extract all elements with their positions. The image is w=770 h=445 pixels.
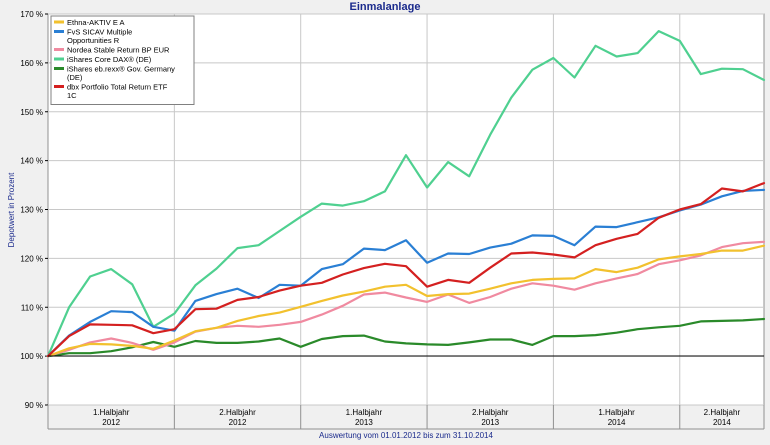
y-tick-label: 90 % [25, 401, 43, 410]
legend-entry: iShares eb.rexx® Gov. Germany [67, 65, 175, 74]
y-tick-label: 120 % [20, 254, 43, 263]
legend-entry: 1C [67, 91, 77, 100]
x-period-label: 1.Halbjahr [346, 408, 383, 417]
series-line-1 [46, 244, 766, 358]
x-period-label: 1.Halbjahr [598, 408, 635, 417]
y-axis: 90 % 100 % 110 % 120 % 130 % 140 % 150 % 160 % 1… [20, 10, 48, 410]
x-axis: 1.Halbjahr20122.Halbjahr20121.Halbjahr20… [47, 405, 765, 430]
x-period-year: 2012 [102, 418, 120, 427]
y-tick-label: 160 % [20, 59, 43, 68]
chart-title: Einmalanlage [350, 1, 421, 13]
series-line-3 [46, 240, 766, 358]
y-tick-label: 100 % [20, 352, 43, 361]
x-period-year: 2014 [713, 418, 731, 427]
series-lines [46, 30, 766, 358]
y-tick-label: 140 % [20, 157, 43, 166]
y-axis-label: Depotwert in Prozent [7, 172, 16, 247]
legend-entry: Opportunities R [67, 36, 120, 45]
y-tick-label: 110 % [21, 303, 43, 312]
x-period-label: 2.Halbjahr [219, 408, 256, 417]
y-tick-label: 130 % [20, 206, 43, 215]
legend-entry: iShares Core DAX® (DE) [67, 55, 152, 64]
x-period-year: 2013 [355, 418, 373, 427]
x-period-year: 2012 [229, 418, 247, 427]
y-tick-label: 150 % [20, 108, 43, 117]
footer-note: Auswertung vom 01.01.2012 bis zum 31.10.… [319, 431, 493, 440]
legend-entry: dbx Portfolio Total Return ETF [67, 83, 168, 92]
series-line-2 [46, 188, 766, 358]
series-line-4 [46, 30, 766, 358]
legend-entry: FvS SICAV Multiple [67, 28, 132, 37]
legend-entry: Nordea Stable Return BP EUR [67, 46, 170, 55]
x-period-label: 2.Halbjahr [472, 408, 509, 417]
x-period-label: 2.Halbjahr [704, 408, 741, 417]
y-tick-label: 170 % [20, 10, 43, 19]
x-period-year: 2013 [481, 418, 499, 427]
legend-box [50, 15, 195, 105]
legend-entry: Ethna-AKTIV E A [67, 18, 125, 27]
x-period-label: 1.Halbjahr [93, 408, 130, 417]
x-period-year: 2014 [608, 418, 626, 427]
legend-entry: (DE) [67, 73, 83, 82]
series-line-6 [46, 182, 766, 358]
